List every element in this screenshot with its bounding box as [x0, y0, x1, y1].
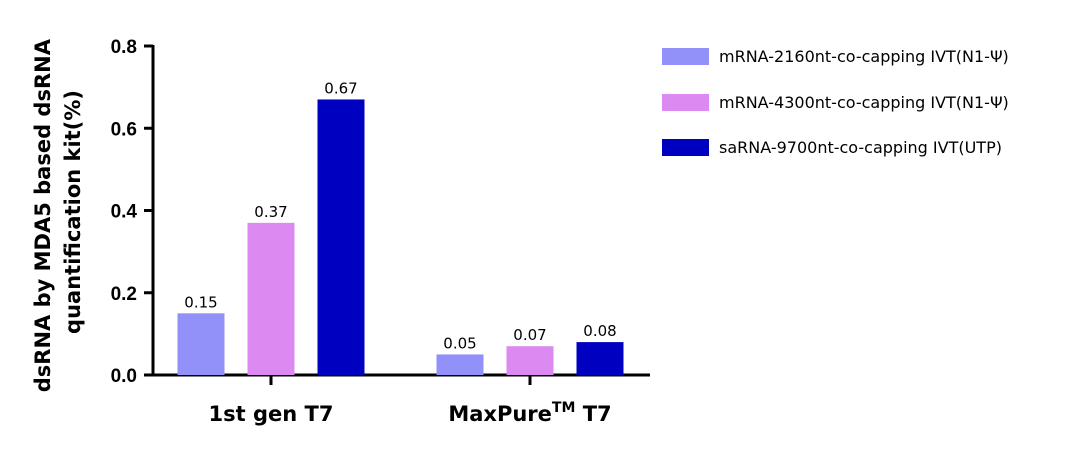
- bar: [506, 346, 554, 375]
- legend-label: mRNA-4300nt-co-capping IVT(N1-Ψ): [719, 93, 1009, 112]
- legend-label: saRNA-9700nt-co-capping IVT(UTP): [719, 138, 1002, 157]
- data-label: 0.15: [184, 293, 217, 311]
- trademark-superscript: TM: [552, 400, 575, 416]
- legend-swatch: [662, 139, 709, 156]
- y-axis-title-line-1: dsRNA by MDA5 based dsRNA: [31, 38, 55, 392]
- y-axis: 0.0 0.2 0.4 0.6 0.8: [111, 37, 155, 387]
- y-tick-label: 0.4: [111, 202, 138, 223]
- legend: mRNA-2160nt-co-capping IVT(N1-Ψ) mRNA-430…: [662, 47, 1009, 157]
- y-tick-label: 0.6: [111, 119, 137, 140]
- data-label: 0.07: [513, 326, 546, 344]
- data-label: 0.37: [254, 203, 287, 221]
- legend-swatch: [662, 48, 709, 65]
- data-label: 0.05: [443, 334, 476, 352]
- y-tick-label: 0.2: [111, 284, 137, 305]
- y-tick-label: 0.0: [111, 366, 137, 387]
- y-axis-title-line-2: quantification kit(%): [61, 90, 85, 334]
- bar: [317, 99, 365, 376]
- bar: [247, 222, 295, 375]
- bar: [436, 354, 484, 375]
- data-label: 0.08: [583, 322, 616, 340]
- x-category-label: 1st gen T7: [209, 402, 334, 426]
- y-tick-label: 0.8: [111, 37, 137, 58]
- x-axis: 1st gen T7 MaxPureTM T7: [151, 373, 650, 426]
- bar: [576, 342, 624, 375]
- legend-label: mRNA-2160nt-co-capping IVT(N1-Ψ): [719, 47, 1009, 66]
- bars: 0.15 0.37 0.67 0.05 0.07 0.08: [177, 79, 624, 376]
- legend-swatch: [662, 94, 709, 111]
- y-axis-title: dsRNA by MDA5 based dsRNA quantification…: [31, 32, 85, 393]
- x-category-label: MaxPureTM T7: [448, 400, 611, 426]
- data-label: 0.67: [324, 79, 357, 97]
- bar: [177, 313, 225, 375]
